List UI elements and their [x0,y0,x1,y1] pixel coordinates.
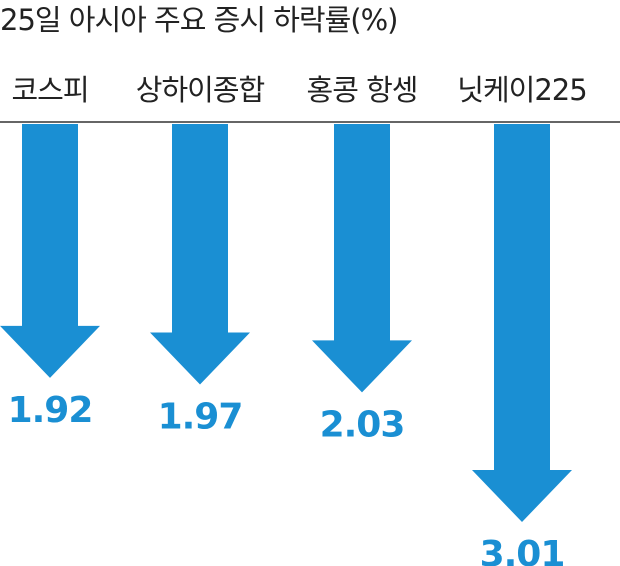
arrow-bar [0,124,100,378]
arrow-bar [312,124,412,393]
category-label: 홍콩 항셍 [307,73,418,107]
category-label: 코스피 [11,73,88,107]
value-label: 3.01 [480,534,565,566]
arrow-bar [150,124,250,385]
value-label: 1.97 [158,396,243,437]
arrow-bar [472,124,572,522]
value-label: 2.03 [320,404,405,445]
chart-title: 25일 아시아 주요 증시 하락률(%) [0,3,397,37]
category-label: 상하이종합 [136,73,265,107]
value-label: 1.92 [8,390,93,431]
category-label: 닛케이225 [457,73,586,107]
